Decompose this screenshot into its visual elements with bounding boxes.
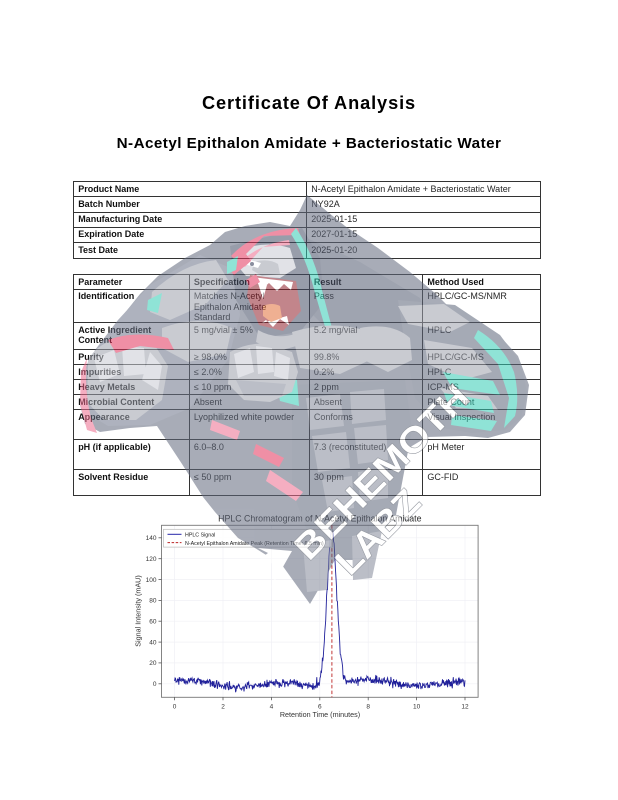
svg-text:Signal Intensity (mAU): Signal Intensity (mAU) [134,575,143,647]
svg-text:60: 60 [149,619,157,626]
svg-text:0: 0 [173,704,177,711]
svg-text:140: 140 [146,535,157,542]
svg-text:120: 120 [146,556,157,563]
svg-text:N-Acetyl Epithalon Amidate Pea: N-Acetyl Epithalon Amidate Peak (Retenti… [185,541,324,547]
svg-text:10: 10 [413,704,421,711]
svg-text:100: 100 [146,577,157,584]
svg-text:6: 6 [318,704,322,711]
svg-text:4: 4 [270,704,274,711]
svg-text:8: 8 [366,704,370,711]
svg-text:12: 12 [461,704,469,711]
svg-text:80: 80 [149,598,157,605]
svg-text:0: 0 [153,681,157,688]
svg-text:2: 2 [221,704,225,711]
svg-text:20: 20 [149,660,157,667]
svg-text:40: 40 [149,639,157,646]
svg-text:Retention Time (minutes): Retention Time (minutes) [280,710,360,719]
svg-text:HPLC Chromatogram of N-Acetyl: HPLC Chromatogram of N-Acetyl Epithalon … [218,514,422,524]
svg-text:HPLC Signal: HPLC Signal [185,533,215,539]
